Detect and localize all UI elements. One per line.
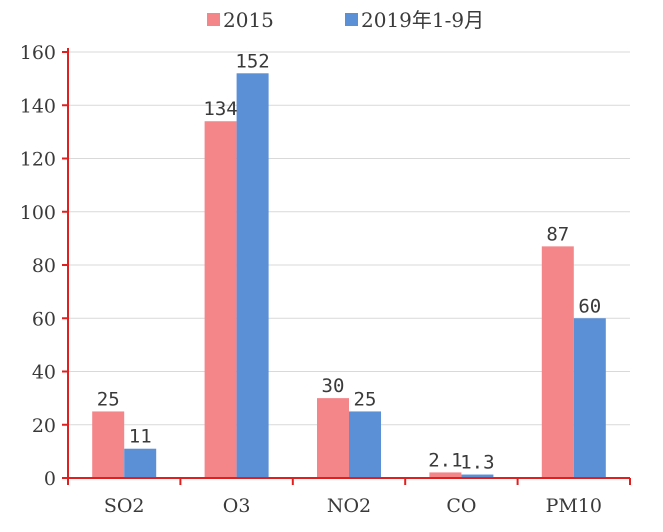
bar-series-2 <box>349 411 381 478</box>
data-label: 11 <box>129 426 152 448</box>
bar-series-1 <box>92 411 125 478</box>
x-category-label: CO <box>446 495 476 517</box>
data-label: 1.3 <box>460 452 494 474</box>
bar-series-1 <box>204 121 237 478</box>
y-tick-label: 60 <box>32 308 56 330</box>
bar-series-1 <box>429 472 462 478</box>
y-tick-label: 120 <box>20 149 56 171</box>
bar-series-2 <box>573 318 606 478</box>
y-tick-label: 80 <box>32 255 56 277</box>
legend: 2015 2019年1-9月 <box>207 8 484 32</box>
x-category-label: PM10 <box>546 495 602 517</box>
y-tick-label: 140 <box>20 95 56 117</box>
x-category-label: NO2 <box>327 495 371 517</box>
y-tick-label: 40 <box>32 362 56 384</box>
data-label: 134 <box>203 98 237 120</box>
data-label: 152 <box>235 50 269 72</box>
legend-label: 2015 <box>223 8 274 32</box>
gridlines <box>68 51 630 426</box>
bar-series-2 <box>461 474 494 478</box>
data-labels: 25 11 134 152 30 25 2.11.3 87 60 <box>97 50 601 473</box>
bar-series-1 <box>541 246 574 478</box>
data-label: 87 <box>546 223 569 245</box>
data-label: 25 <box>354 388 377 410</box>
data-label: 30 <box>322 375 345 397</box>
y-tick-label: 100 <box>20 202 56 224</box>
bar-series-2 <box>124 448 157 478</box>
y-tick-label: 0 <box>44 468 56 490</box>
legend-label: 2019年1-9月 <box>361 8 484 32</box>
axes: 0 20 40 60 80 100 120 140 160 SO2 O3 NO2 CO PM10 <box>20 42 631 517</box>
data-label: 60 <box>578 295 601 317</box>
data-label: 25 <box>97 388 120 410</box>
data-label: 2.1 <box>428 449 462 471</box>
bar-series-1 <box>317 398 349 478</box>
legend-swatch <box>345 13 358 26</box>
bar-series-2 <box>236 73 269 479</box>
y-tick-label: 160 <box>20 42 56 64</box>
x-category-label: O3 <box>223 495 251 517</box>
legend-swatch <box>207 13 220 26</box>
x-category-label: SO2 <box>104 495 145 517</box>
bars <box>92 73 606 479</box>
y-tick-label: 20 <box>32 415 56 437</box>
